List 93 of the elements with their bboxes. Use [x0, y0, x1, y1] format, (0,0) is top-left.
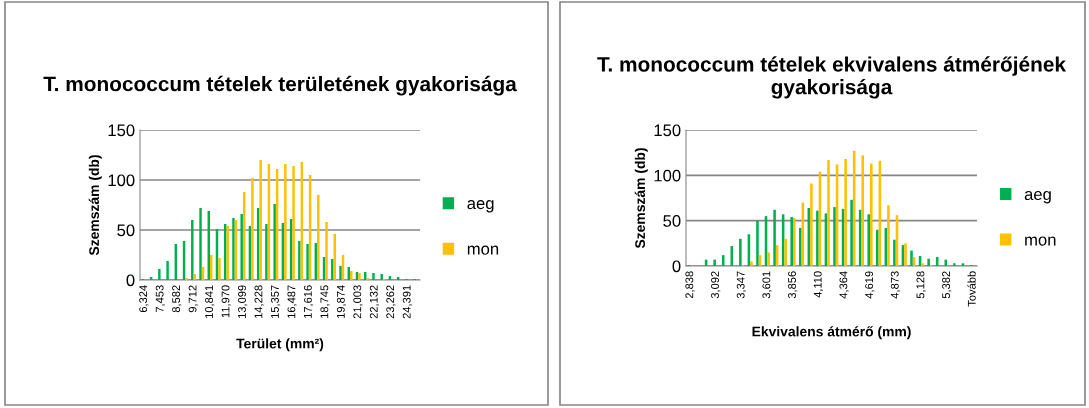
- x-tick-label: 3,856: [788, 271, 798, 299]
- x-tick-label: 7,453: [155, 285, 165, 313]
- bar: [827, 159, 830, 266]
- bar: [910, 250, 913, 266]
- x-tick-label: 13,099: [238, 285, 248, 318]
- x-tick-label: 4,364: [839, 271, 849, 299]
- chart-title: T. monococcum tételek területének gyakorisága: [43, 75, 517, 96]
- bar: [292, 166, 295, 280]
- y-tick-label: 50: [663, 215, 681, 227]
- bar: [158, 269, 161, 280]
- x-tick-label: 15,357: [271, 285, 281, 318]
- bar: [756, 220, 759, 266]
- x-tick-label: 9,712: [188, 285, 198, 313]
- x-tick-label: 3,347: [736, 271, 746, 299]
- y-tick-label: 100: [108, 174, 135, 187]
- x-tick-label: 10,841: [205, 285, 215, 318]
- y-axis-title: Szemszám (db): [88, 155, 102, 256]
- bar: [265, 224, 268, 280]
- y-tick-label: 100: [654, 169, 681, 182]
- y-axis-title: Szemszám (db): [634, 148, 648, 249]
- legend-label: aeg: [467, 200, 494, 213]
- y-tick-label: 50: [117, 224, 135, 237]
- bar: [259, 160, 262, 280]
- x-tick-label: 3,092: [711, 271, 721, 299]
- bar: [767, 252, 770, 266]
- bar: [325, 222, 328, 280]
- y-tick-label: 150: [108, 124, 135, 137]
- bar: [218, 258, 221, 280]
- bar: [191, 220, 194, 280]
- bar: [713, 259, 716, 266]
- bar: [833, 207, 836, 266]
- x-tick-label: 4,110: [813, 271, 823, 298]
- x-axis-title: Terület (mm²): [236, 338, 324, 352]
- bar: [721, 255, 725, 266]
- x-tick-label: Tovább: [967, 271, 976, 307]
- x-tick-label: 3,601: [762, 271, 772, 299]
- bar: [317, 195, 320, 280]
- bar: [284, 164, 287, 280]
- x-tick-label: 4,619: [865, 271, 875, 299]
- bar: [798, 227, 802, 266]
- bar: [927, 258, 930, 266]
- bar: [867, 214, 871, 266]
- bar: [166, 261, 169, 280]
- x-tick-label: 17,616: [303, 285, 314, 318]
- bar: [887, 205, 890, 266]
- legend-label: mon: [467, 245, 499, 255]
- chart-title: T. monococcum tételek ekvivalens átmérőjének gyakorisága: [597, 56, 1067, 99]
- x-tick-label: 16,487: [287, 285, 297, 318]
- x-tick-label: 19,874: [336, 285, 347, 318]
- x-tick-label: 24,391: [402, 285, 412, 319]
- bar: [380, 274, 383, 280]
- bar: [306, 244, 309, 280]
- bar: [199, 208, 202, 280]
- bar: [773, 209, 776, 266]
- bar: [750, 261, 753, 266]
- bar: [240, 214, 243, 280]
- bar: [870, 163, 873, 266]
- legend-label: aeg: [1024, 190, 1051, 204]
- bar: [844, 159, 847, 266]
- bar: [893, 239, 896, 266]
- x-tick-label: 8,582: [172, 285, 182, 313]
- bar: [372, 273, 375, 280]
- x-tick-label: 23,262: [386, 285, 396, 319]
- bar: [298, 241, 301, 280]
- x-tick-label: 5,128: [916, 271, 926, 299]
- y-tick-label: 150: [654, 124, 681, 137]
- x-tick-label: 6,324: [139, 285, 149, 313]
- y-tick-label: 0: [672, 260, 681, 273]
- bar: [921, 263, 924, 266]
- bar: [861, 155, 865, 266]
- bar: [850, 199, 853, 266]
- x-tick-label: 21,003: [353, 285, 363, 319]
- bar: [273, 204, 276, 280]
- bar: [816, 210, 819, 266]
- bar: [876, 229, 879, 266]
- x-tick-label: 4,873: [890, 271, 900, 299]
- bar: [810, 183, 813, 266]
- x-axis-title: Ekvivalens átmérő (mm): [752, 326, 911, 340]
- bar: [339, 266, 342, 280]
- bar: [739, 238, 742, 266]
- x-tick-label: 22,132: [369, 285, 379, 319]
- bar: [251, 178, 254, 280]
- legend-label: mon: [1025, 236, 1056, 246]
- bar: [331, 259, 334, 280]
- bar: [953, 263, 956, 266]
- bar: [784, 238, 787, 266]
- x-tick-label: 2,838: [685, 271, 695, 299]
- x-tick-label: 18,745: [320, 285, 330, 318]
- x-tick-label: 14,228: [254, 285, 264, 318]
- x-tick-label: 11,970: [221, 285, 231, 318]
- x-tick-label: 5,382: [942, 271, 952, 299]
- bar: [944, 259, 948, 266]
- y-tick-label: 0: [126, 274, 135, 287]
